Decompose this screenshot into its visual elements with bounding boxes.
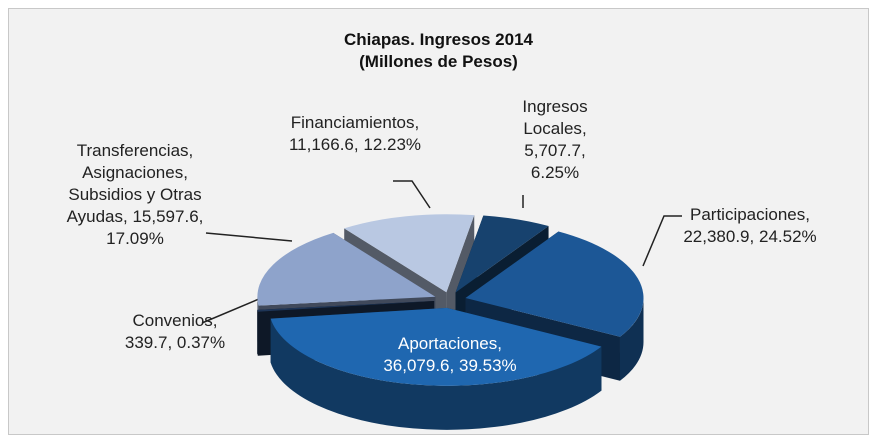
slice bbox=[270, 307, 602, 386]
slice-side bbox=[257, 309, 258, 356]
leader-lines bbox=[201, 180, 682, 324]
leader-line bbox=[393, 180, 431, 209]
label-category: Aportaciones bbox=[398, 334, 502, 353]
label-value: 11,166.6 bbox=[289, 135, 359, 154]
label-value: 36,079.6 bbox=[383, 356, 454, 375]
label-percent: 0.37% bbox=[176, 333, 226, 352]
label-category: Participaciones bbox=[690, 205, 810, 224]
slice bbox=[344, 214, 475, 293]
data-label: Aportaciones 36,079.6 39.53% bbox=[370, 333, 530, 377]
data-label: Convenios 339.7 0.37% bbox=[110, 310, 240, 354]
slice-side bbox=[619, 298, 644, 381]
label-value: 5,707.7 bbox=[524, 141, 585, 160]
label-category: Ingresos Locales bbox=[522, 97, 587, 138]
slice-side bbox=[270, 318, 602, 430]
chart-subtitle: (Millones de Pesos) bbox=[359, 52, 518, 71]
label-percent: 39.53% bbox=[458, 356, 517, 375]
data-label: Financiamientos 11,166.6 12.23% bbox=[262, 112, 448, 156]
label-percent: 24.52% bbox=[758, 227, 817, 246]
leader-line bbox=[642, 215, 682, 267]
label-percent: 6.25% bbox=[530, 163, 580, 182]
leader-line bbox=[205, 232, 293, 242]
slice bbox=[465, 231, 644, 337]
slice bbox=[455, 215, 549, 293]
label-category: Financiamientos bbox=[291, 113, 420, 132]
pie bbox=[257, 214, 644, 430]
data-label: Transferencias, Asignaciones, Subsidios … bbox=[50, 140, 220, 250]
leader-line bbox=[201, 295, 267, 324]
label-percent: 17.09% bbox=[106, 229, 164, 248]
slice bbox=[257, 301, 435, 312]
data-label: Participaciones 22,380.9 24.52% bbox=[660, 204, 840, 248]
slice bbox=[257, 232, 436, 306]
label-percent: 12.23% bbox=[363, 135, 422, 154]
chart-title: Chiapas. Ingresos 2014 bbox=[344, 30, 533, 49]
data-label: Ingresos Locales 5,707.7 6.25% bbox=[505, 96, 605, 184]
label-value: 22,380.9 bbox=[683, 227, 754, 246]
slice-cut-face bbox=[446, 215, 475, 337]
label-value: 15,597.6 bbox=[132, 207, 203, 226]
label-value: 339.7 bbox=[125, 333, 172, 352]
label-category: Convenios bbox=[132, 311, 217, 330]
